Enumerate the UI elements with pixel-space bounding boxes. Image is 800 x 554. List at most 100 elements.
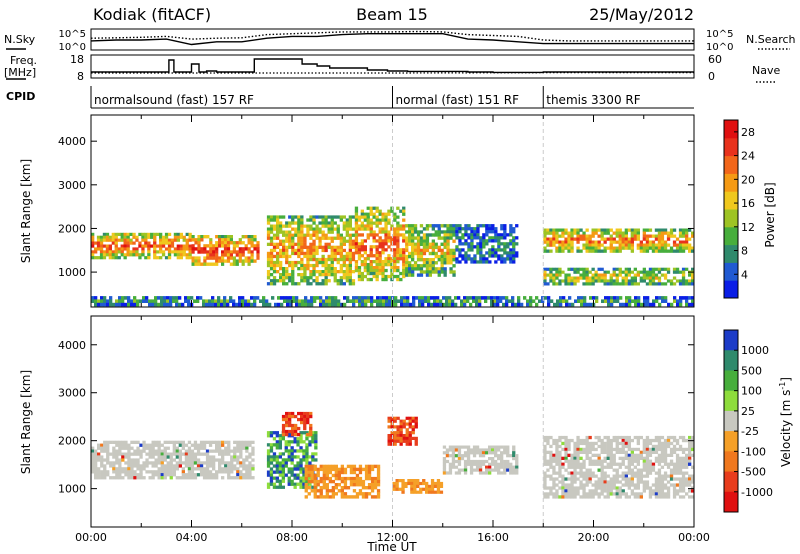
velocity-echo-cell <box>160 443 164 447</box>
power-echo-cell <box>375 218 379 222</box>
power-echo-cell <box>285 245 289 249</box>
power-echo-cell <box>455 233 459 237</box>
velocity-echo-cell <box>570 438 574 443</box>
velocity-echo-cell <box>187 458 192 462</box>
velocity-echo-cell <box>573 453 577 457</box>
power-echo-cell <box>226 256 231 260</box>
velocity-echo-cell <box>657 477 662 481</box>
velocity-echo-cell <box>430 490 435 494</box>
velocity-echo-cell <box>609 492 613 496</box>
power-echo-cell <box>621 279 625 283</box>
power-echo-cell <box>348 251 352 256</box>
power-echo-cell <box>402 251 406 255</box>
velocity-echo-cell <box>121 458 125 462</box>
velocity-echo-cell <box>303 420 307 425</box>
velocity-echo-cell <box>615 447 619 452</box>
power-echo-cell <box>129 250 133 254</box>
power-echo-cell <box>173 238 178 242</box>
velocity-echo-cell <box>597 483 601 487</box>
velocity-echo-cell <box>148 476 152 480</box>
power-echo-cell <box>121 296 125 300</box>
velocity-echo-cell <box>112 455 116 459</box>
power-echo-cell <box>336 248 340 253</box>
power-echo-cell <box>428 270 432 274</box>
power-echo-cell <box>603 240 607 244</box>
power-echo-cell <box>552 231 556 235</box>
power-echo-cell <box>327 279 331 283</box>
velocity-echo-cell <box>485 448 489 452</box>
velocity-echo-cell <box>178 455 182 459</box>
power-echo-cell <box>226 244 231 248</box>
velocity-echo-cell <box>208 476 213 480</box>
power-echo-cell <box>357 277 362 282</box>
power-echo-cell <box>514 302 518 307</box>
power-echo-cell <box>138 253 142 257</box>
velocity-echo-cell <box>352 495 357 499</box>
velocity-echo-cell <box>642 447 646 452</box>
power-echo-cell <box>372 215 376 219</box>
velocity-echo-cell <box>430 479 435 483</box>
velocity-echo-cell <box>370 479 375 484</box>
power-echo-cell <box>618 234 622 238</box>
power-echo-cell <box>681 228 686 232</box>
velocity-echo-cell <box>460 457 465 461</box>
power-echo-cell <box>627 237 631 241</box>
power-echo-cell <box>348 218 352 222</box>
power-echo-cell <box>288 233 292 237</box>
velocity-echo-cell <box>163 458 167 462</box>
power-echo-cell <box>109 296 113 300</box>
power-echo-cell <box>506 257 510 261</box>
velocity-echo-cell <box>567 483 571 487</box>
power-echo-cell <box>301 302 305 307</box>
power-echo-cell <box>214 299 218 303</box>
velocity-echo-cell <box>127 467 131 471</box>
power-echo-cell <box>452 254 456 259</box>
power-echo-cell <box>351 245 356 249</box>
velocity-echo-cell <box>97 446 101 450</box>
power-echo-cell <box>464 230 468 234</box>
power-echo-cell <box>657 267 662 271</box>
velocity-echo-cell <box>142 449 146 453</box>
power-echo-cell <box>408 251 412 256</box>
power-echo-cell <box>452 270 456 274</box>
velocity-echo-cell <box>663 471 668 475</box>
velocity-echo-cell <box>543 456 547 460</box>
power-echo-cell <box>613 299 617 303</box>
power-echo-cell <box>238 256 242 260</box>
velocity-echo-cell <box>636 447 640 452</box>
power-echo-cell <box>570 234 574 238</box>
power-echo-cell <box>105 247 110 251</box>
velocity-echo-cell <box>654 492 659 496</box>
velocity-echo-cell <box>600 465 604 469</box>
power-echo-cell <box>425 248 430 253</box>
velocity-echo-cell <box>349 495 354 499</box>
power-echo-cell <box>443 245 447 250</box>
velocity-echo-cell <box>600 447 604 452</box>
velocity-echo-cell <box>688 456 692 460</box>
power-echo-cell <box>393 212 397 216</box>
power-echo-cell <box>221 238 225 242</box>
power-echo-cell <box>348 248 352 253</box>
power-echo-cell <box>269 267 274 271</box>
velocity-echo-cell <box>130 467 134 471</box>
velocity-echo-cell <box>236 461 240 465</box>
velocity-echo-cell <box>124 440 128 444</box>
velocity-echo-cell <box>275 431 279 435</box>
velocity-echo-cell <box>675 483 680 487</box>
velocity-echo-cell <box>669 474 674 478</box>
power-echo-cell <box>678 231 683 235</box>
velocity-echo-cell <box>630 459 634 463</box>
power-echo-cell <box>291 233 295 237</box>
velocity-echo-cell <box>396 436 400 440</box>
power-echo-cell <box>283 299 287 303</box>
power-echo-cell <box>342 282 346 286</box>
velocity-echo-cell <box>414 442 418 446</box>
power-echo-cell <box>247 235 251 239</box>
velocity-echo-cell <box>208 449 213 453</box>
power-echo-cell <box>269 236 274 240</box>
velocity-echo-cell <box>331 467 335 472</box>
velocity-echo-cell <box>454 471 459 475</box>
power-echo-cell <box>354 230 359 234</box>
velocity-echo-cell <box>199 446 204 450</box>
velocity-echo-cell <box>642 438 646 443</box>
